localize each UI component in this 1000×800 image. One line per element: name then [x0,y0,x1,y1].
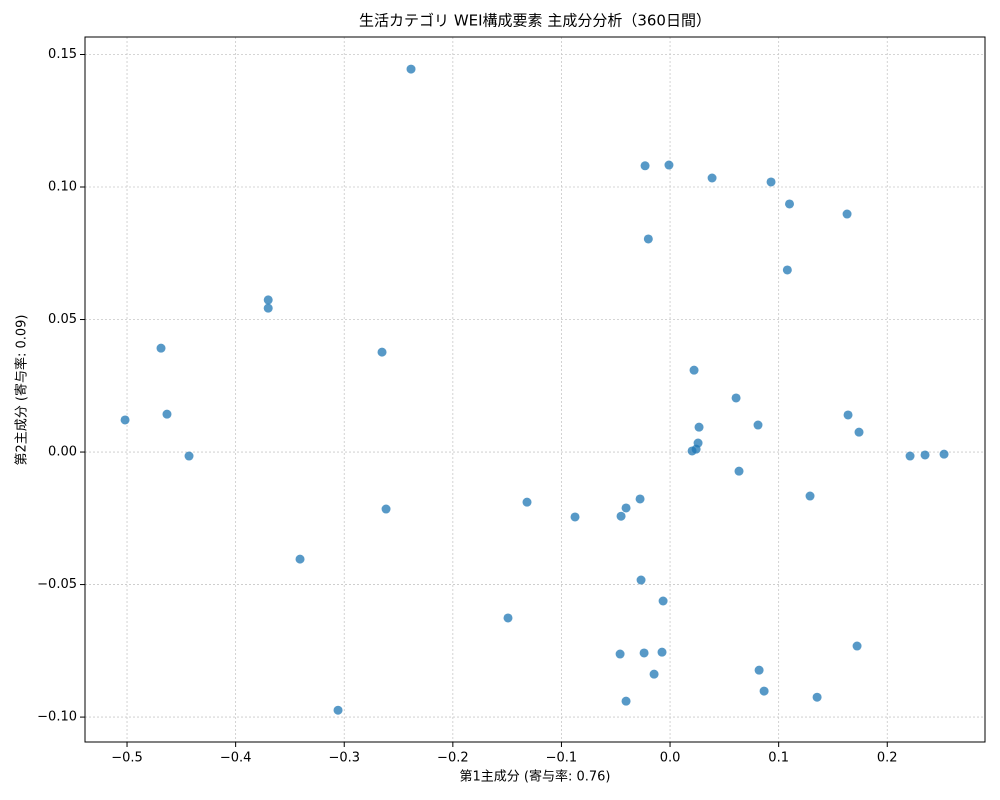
point [664,160,674,170]
x-tick-label: 0.1 [768,751,789,766]
point [295,554,305,564]
y-tick-label: 0.10 [48,180,77,195]
point [120,415,130,425]
point [522,497,532,507]
x-tick-label: −0.1 [546,751,578,766]
point [843,410,853,420]
point [842,209,852,219]
point [184,451,194,461]
point [639,648,649,658]
point [658,596,668,606]
point [635,494,645,504]
y-tick-label: 0.05 [48,312,77,327]
point [263,295,273,305]
point [657,647,667,657]
y-tick-label: −0.05 [37,577,77,592]
point [621,696,631,706]
x-tick-label: −0.5 [111,751,143,766]
plot-frame [84,36,986,743]
point [615,649,625,659]
point [687,446,697,456]
point [621,503,631,513]
y-tick-label: −0.10 [37,710,77,725]
point [805,491,815,501]
x-axis-label: 第1主成分 (寄与率: 0.76) [459,769,610,785]
x-tick-label: 0.0 [660,751,681,766]
y-tick-label: 0.15 [48,47,77,62]
chart-title: 生活カテゴリ WEI構成要素 主成分分析（360日間） [359,12,711,30]
point [782,265,792,275]
point [754,665,764,675]
point [406,64,416,74]
point [852,641,862,651]
point [812,692,822,702]
point [939,449,949,459]
point [707,173,717,183]
point [640,161,650,171]
point [734,466,744,476]
point [616,511,626,521]
point [689,365,699,375]
point [694,422,704,432]
x-tick-label: −0.4 [220,751,252,766]
point [905,451,915,461]
point [636,575,646,585]
x-tick-label: 0.2 [877,751,898,766]
point [333,705,343,715]
point [263,303,273,313]
point [381,504,391,514]
point [854,427,864,437]
x-tick-label: −0.2 [437,751,469,766]
y-tick-label: 0.00 [48,445,77,460]
y-axis-label: 第2主成分 (寄与率: 0.09) [14,314,30,465]
point [920,450,930,460]
point [503,613,513,623]
x-tick-label: −0.3 [328,751,360,766]
point [759,686,769,696]
point [570,512,580,522]
point [766,177,776,187]
point [785,199,795,209]
point [731,393,741,403]
point [156,343,166,353]
point [643,234,653,244]
point [162,409,172,419]
point [649,669,659,679]
point [753,420,763,430]
point [377,347,387,357]
